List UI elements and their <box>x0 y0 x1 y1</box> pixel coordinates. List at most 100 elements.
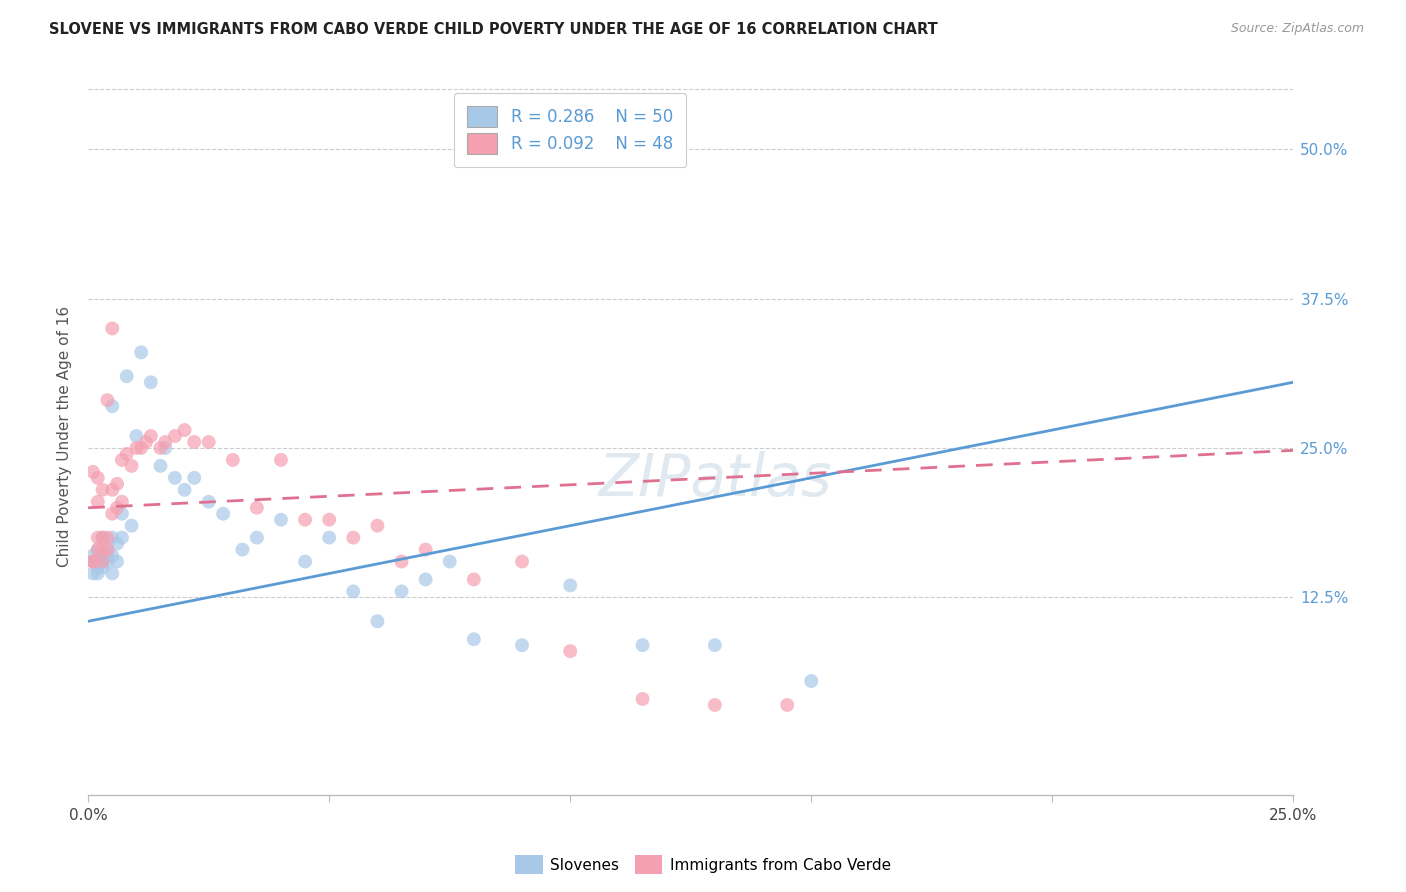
Point <box>101 549 124 563</box>
Point <box>125 441 148 455</box>
Point <box>91 531 114 545</box>
Point <box>87 531 110 545</box>
Text: ZIPatlas: ZIPatlas <box>598 450 831 508</box>
Point <box>270 453 292 467</box>
Point <box>163 429 186 443</box>
Point <box>82 555 104 569</box>
Point <box>463 573 485 587</box>
Point <box>155 441 177 455</box>
Point <box>135 435 157 450</box>
Point <box>91 531 114 545</box>
Point <box>87 555 110 569</box>
Point <box>776 698 799 712</box>
Point <box>270 513 292 527</box>
Point <box>197 495 219 509</box>
Point <box>101 531 124 545</box>
Point <box>91 542 114 557</box>
Point <box>129 345 152 359</box>
Legend: R = 0.286    N = 50, R = 0.092    N = 48: R = 0.286 N = 50, R = 0.092 N = 48 <box>454 93 686 167</box>
Point <box>101 566 124 581</box>
Point <box>183 471 205 485</box>
Text: SLOVENE VS IMMIGRANTS FROM CABO VERDE CHILD POVERTY UNDER THE AGE OF 16 CORRELAT: SLOVENE VS IMMIGRANTS FROM CABO VERDE CH… <box>49 22 938 37</box>
Point <box>96 393 118 408</box>
Point <box>366 615 388 629</box>
Point <box>91 560 114 574</box>
Point <box>82 465 104 479</box>
Point <box>294 513 316 527</box>
Point <box>415 542 437 557</box>
Point <box>222 453 245 467</box>
Point <box>463 632 485 647</box>
Point <box>87 542 110 557</box>
Point <box>91 555 114 569</box>
Point <box>82 555 104 569</box>
Point <box>183 435 205 450</box>
Point <box>96 549 118 563</box>
Point <box>318 531 340 545</box>
Point <box>105 476 128 491</box>
Legend: Slovenes, Immigrants from Cabo Verde: Slovenes, Immigrants from Cabo Verde <box>509 849 897 880</box>
Point <box>129 441 152 455</box>
Point <box>149 441 172 455</box>
Point <box>155 435 177 450</box>
Point <box>105 555 128 569</box>
Point <box>139 376 162 390</box>
Point <box>101 399 124 413</box>
Point <box>318 513 340 527</box>
Point <box>91 549 114 563</box>
Point <box>82 549 104 563</box>
Point <box>366 518 388 533</box>
Point <box>391 555 413 569</box>
Point <box>163 471 186 485</box>
Point <box>631 692 654 706</box>
Point <box>101 507 124 521</box>
Point <box>391 584 413 599</box>
Point <box>87 495 110 509</box>
Point <box>415 573 437 587</box>
Point <box>703 638 725 652</box>
Point <box>91 483 114 497</box>
Point <box>510 555 533 569</box>
Point <box>149 458 172 473</box>
Point <box>212 507 235 521</box>
Point <box>111 495 134 509</box>
Point <box>294 555 316 569</box>
Point <box>96 542 118 557</box>
Point <box>342 584 364 599</box>
Point <box>105 500 128 515</box>
Point <box>439 555 461 569</box>
Text: Source: ZipAtlas.com: Source: ZipAtlas.com <box>1230 22 1364 36</box>
Point <box>631 638 654 652</box>
Point <box>139 429 162 443</box>
Point <box>115 369 138 384</box>
Y-axis label: Child Poverty Under the Age of 16: Child Poverty Under the Age of 16 <box>58 305 72 566</box>
Point <box>105 536 128 550</box>
Point <box>101 321 124 335</box>
Point <box>82 566 104 581</box>
Point <box>87 471 110 485</box>
Point <box>560 644 582 658</box>
Point <box>87 542 110 557</box>
Point <box>111 453 134 467</box>
Point <box>246 531 269 545</box>
Point <box>342 531 364 545</box>
Point <box>96 542 118 557</box>
Point <box>101 483 124 497</box>
Point <box>510 638 533 652</box>
Point <box>560 578 582 592</box>
Point <box>800 674 823 689</box>
Point <box>197 435 219 450</box>
Point <box>82 555 104 569</box>
Point <box>115 447 138 461</box>
Point <box>87 566 110 581</box>
Point <box>96 531 118 545</box>
Point <box>91 555 114 569</box>
Point <box>121 458 143 473</box>
Point <box>125 429 148 443</box>
Point <box>87 560 110 574</box>
Point <box>173 423 195 437</box>
Point <box>231 542 253 557</box>
Point <box>703 698 725 712</box>
Point <box>111 531 134 545</box>
Point <box>173 483 195 497</box>
